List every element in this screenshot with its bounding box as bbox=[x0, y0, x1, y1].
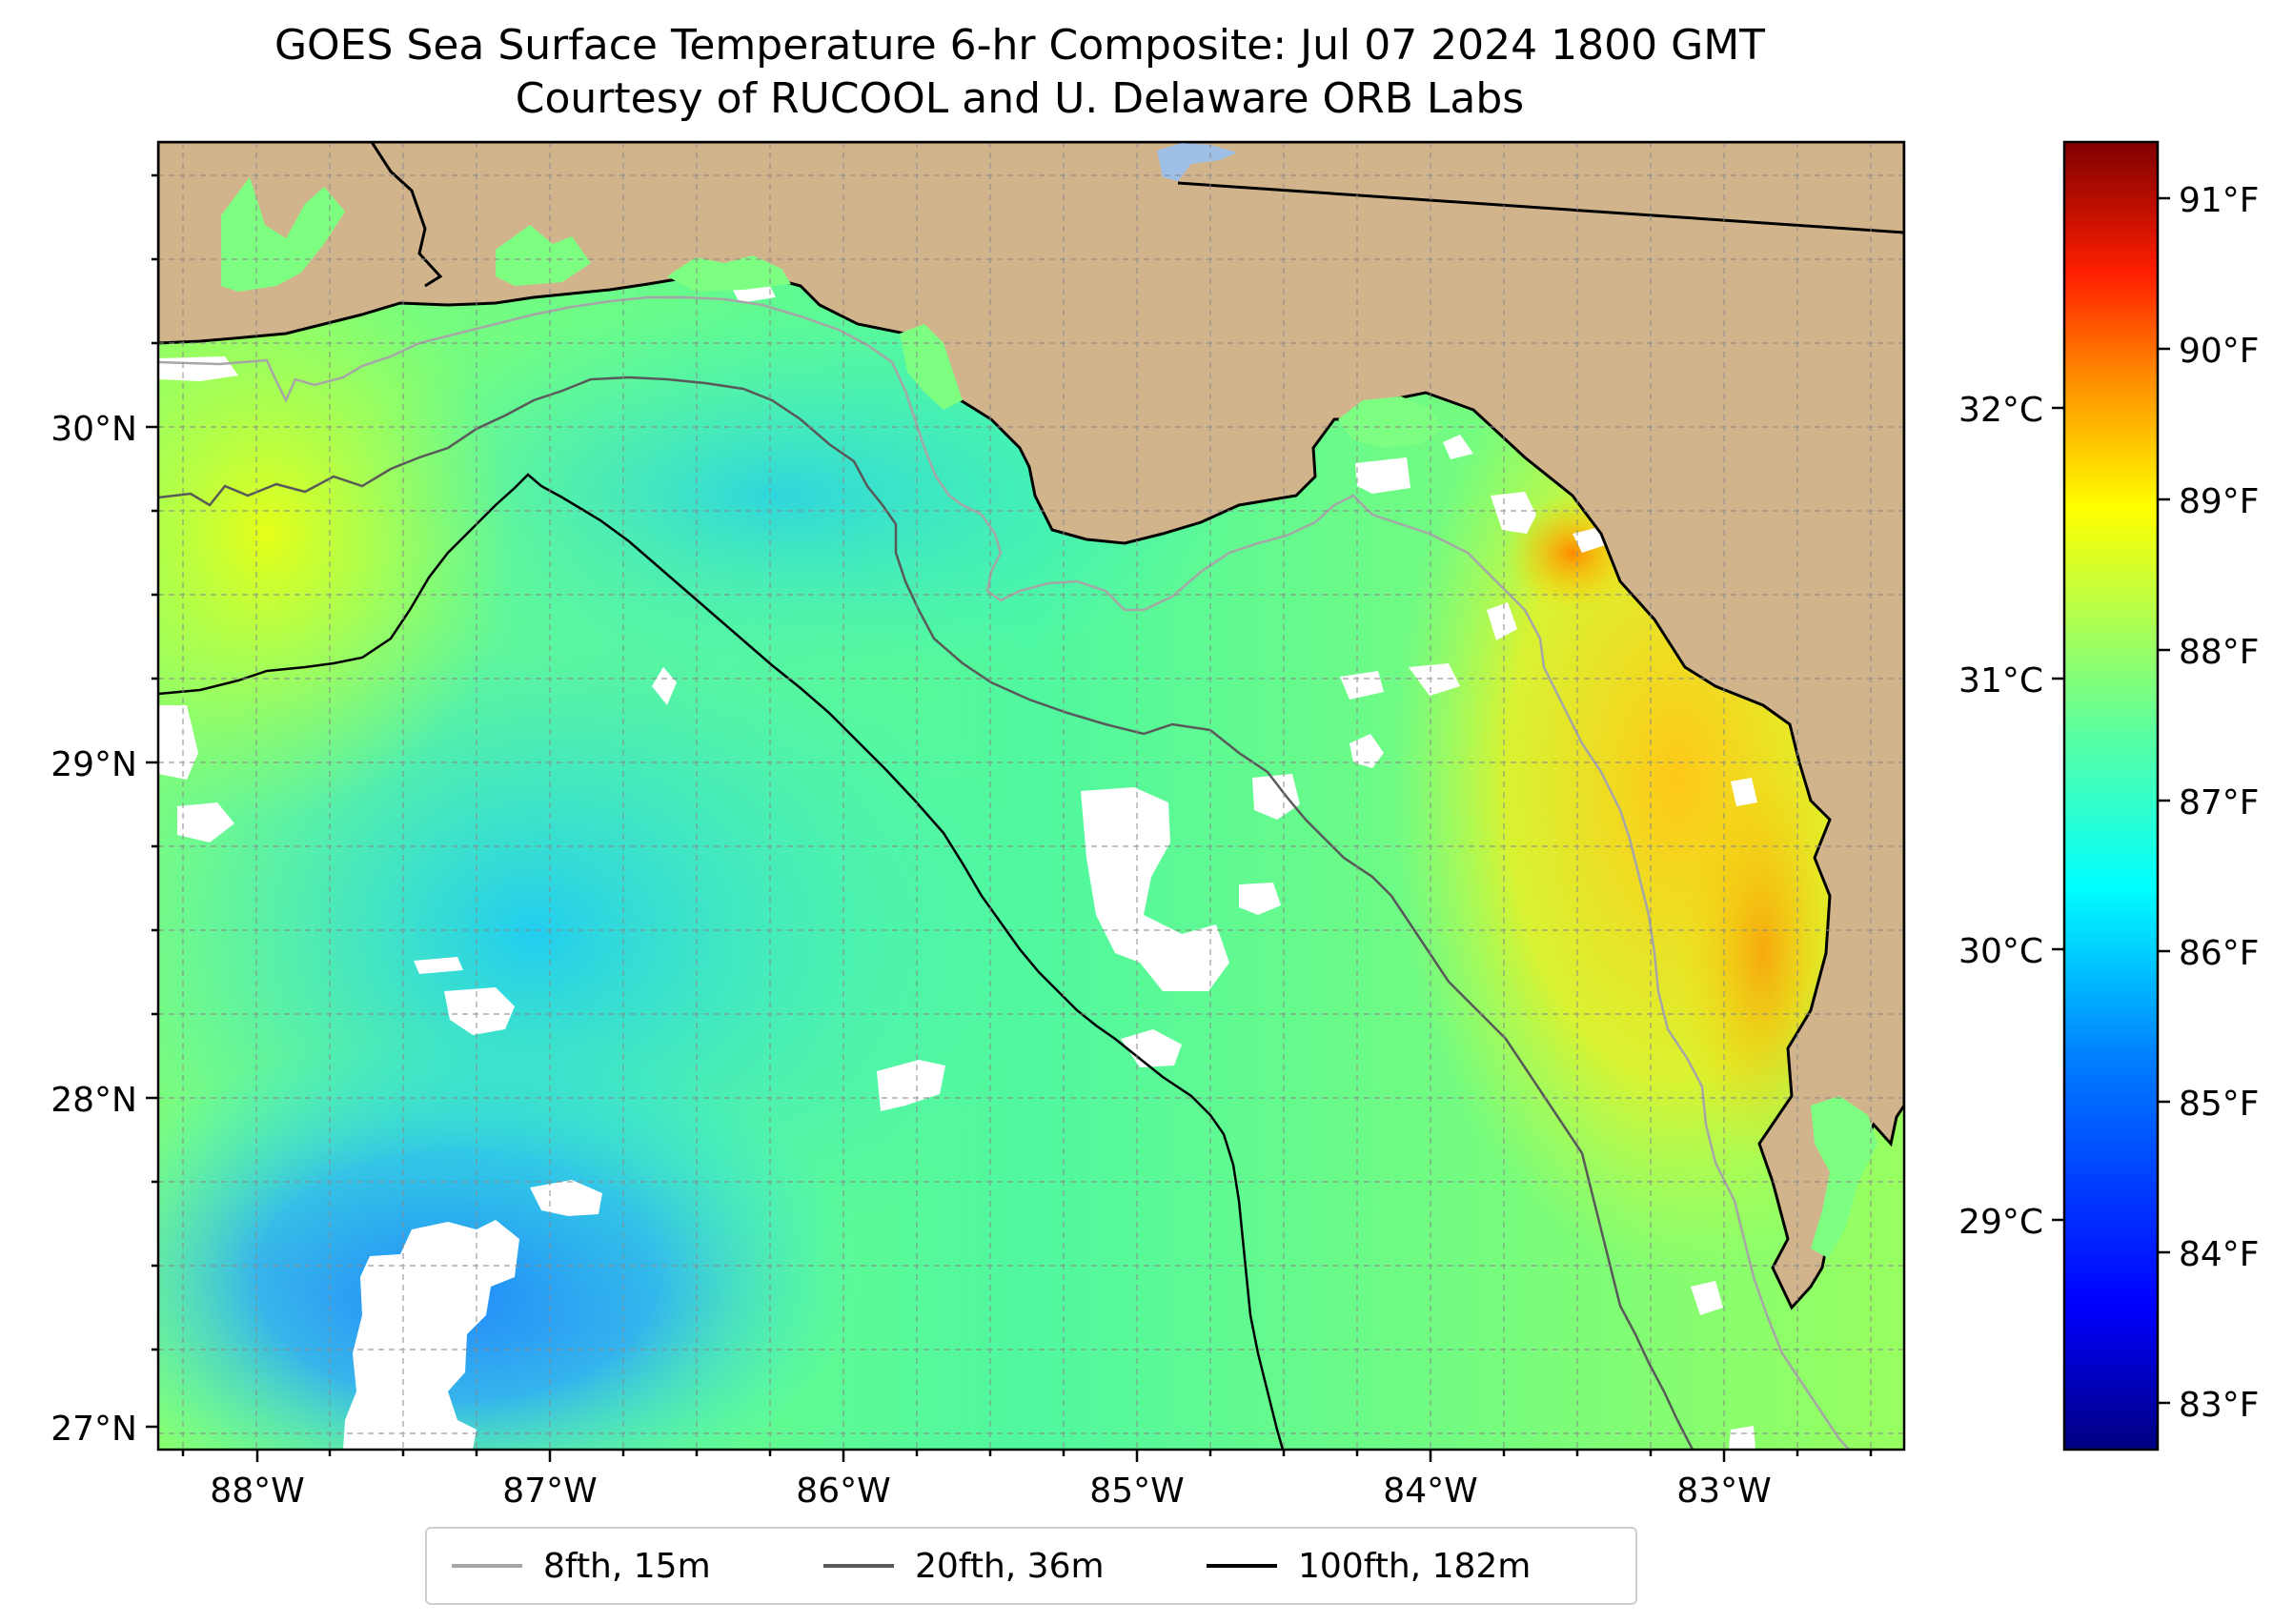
isobath-20fth bbox=[158, 376, 1694, 1450]
map-area[interactable] bbox=[19, 142, 1963, 1525]
colorbar-fahrenheit-ticks bbox=[2158, 196, 2170, 1405]
lon-label-87w: 87°W bbox=[502, 1472, 597, 1511]
fahrenheit-label-86: 86°F bbox=[2179, 934, 2260, 973]
legend-item-100fth: 100fth, 182m bbox=[1207, 1529, 1531, 1603]
colorbar-fahrenheit-labels: 91°F 90°F 89°F 88°F 87°F 86°F 85°F 84°F … bbox=[2179, 181, 2260, 1425]
graticule bbox=[158, 142, 1904, 1450]
lat-label-29n: 29°N bbox=[51, 745, 137, 784]
legend-item-20fth: 20fth, 36m bbox=[823, 1529, 1105, 1603]
fahrenheit-label-88: 88°F bbox=[2179, 633, 2260, 672]
map-title: GOES Sea Surface Temperature 6-hr Compos… bbox=[274, 21, 1766, 70]
fahrenheit-label-91: 91°F bbox=[2179, 181, 2260, 220]
legend-line-8fth bbox=[452, 1564, 522, 1568]
lon-tick-labels: 88°W 87°W 86°W 85°W 84°W 83°W bbox=[210, 1472, 1771, 1511]
lake-seminole bbox=[1157, 143, 1237, 181]
celsius-label-30: 30°C bbox=[1958, 932, 2043, 971]
legend-item-8fth: 8fth, 15m bbox=[452, 1529, 711, 1603]
legend-label-100fth: 100fth, 182m bbox=[1298, 1546, 1532, 1586]
colorbar-celsius-labels: 32°C 31°C 30°C 29°C bbox=[1958, 391, 2043, 1242]
lon-label-88w: 88°W bbox=[210, 1472, 304, 1511]
lon-label-85w: 85°W bbox=[1089, 1472, 1184, 1511]
colorbar bbox=[2062, 140, 2160, 1451]
lat-label-28n: 28°N bbox=[51, 1081, 137, 1120]
fahrenheit-label-90: 90°F bbox=[2179, 332, 2260, 371]
state-border-ga-fl bbox=[1177, 181, 1904, 234]
state-border-al-fl bbox=[370, 142, 443, 288]
celsius-label-32: 32°C bbox=[1958, 391, 2043, 430]
map-frame bbox=[156, 140, 1906, 1451]
lon-label-84w: 84°W bbox=[1383, 1472, 1477, 1511]
bay-inlets bbox=[221, 177, 1877, 1258]
fahrenheit-label-89: 89°F bbox=[2179, 482, 2260, 521]
isobath-legend: 8fth, 15m 20fth, 36m 100fth, 182m bbox=[425, 1527, 1637, 1605]
legend-label-8fth: 8fth, 15m bbox=[543, 1546, 711, 1586]
fahrenheit-label-84: 84°F bbox=[2179, 1235, 2260, 1274]
lon-label-86w: 86°W bbox=[796, 1472, 890, 1511]
legend-line-100fth bbox=[1207, 1564, 1277, 1568]
isobath-8fth bbox=[158, 295, 1850, 1450]
legend-label-20fth: 20fth, 36m bbox=[915, 1546, 1105, 1586]
celsius-label-31: 31°C bbox=[1958, 661, 2043, 700]
isobath-100fth bbox=[158, 473, 1285, 1450]
lon-label-83w: 83°W bbox=[1676, 1472, 1771, 1511]
lat-label-27n: 27°N bbox=[51, 1410, 137, 1449]
celsius-label-29: 29°C bbox=[1958, 1203, 2043, 1242]
lat-tick-marks bbox=[146, 173, 158, 1429]
map-subtitle: Courtesy of RUCOOL and U. Delaware ORB L… bbox=[515, 74, 1525, 123]
fahrenheit-label-85: 85°F bbox=[2179, 1085, 2260, 1124]
lat-tick-labels: 30°N 29°N 28°N 27°N bbox=[51, 410, 137, 1449]
legend-line-20fth bbox=[823, 1564, 894, 1568]
fahrenheit-label-83: 83°F bbox=[2179, 1386, 2260, 1425]
colorbar-celsius-ticks bbox=[2052, 406, 2064, 1222]
cloud-gaps bbox=[158, 282, 1757, 1450]
fahrenheit-label-87: 87°F bbox=[2179, 783, 2260, 822]
lon-tick-marks bbox=[181, 1450, 1873, 1462]
lat-label-30n: 30°N bbox=[51, 410, 137, 449]
